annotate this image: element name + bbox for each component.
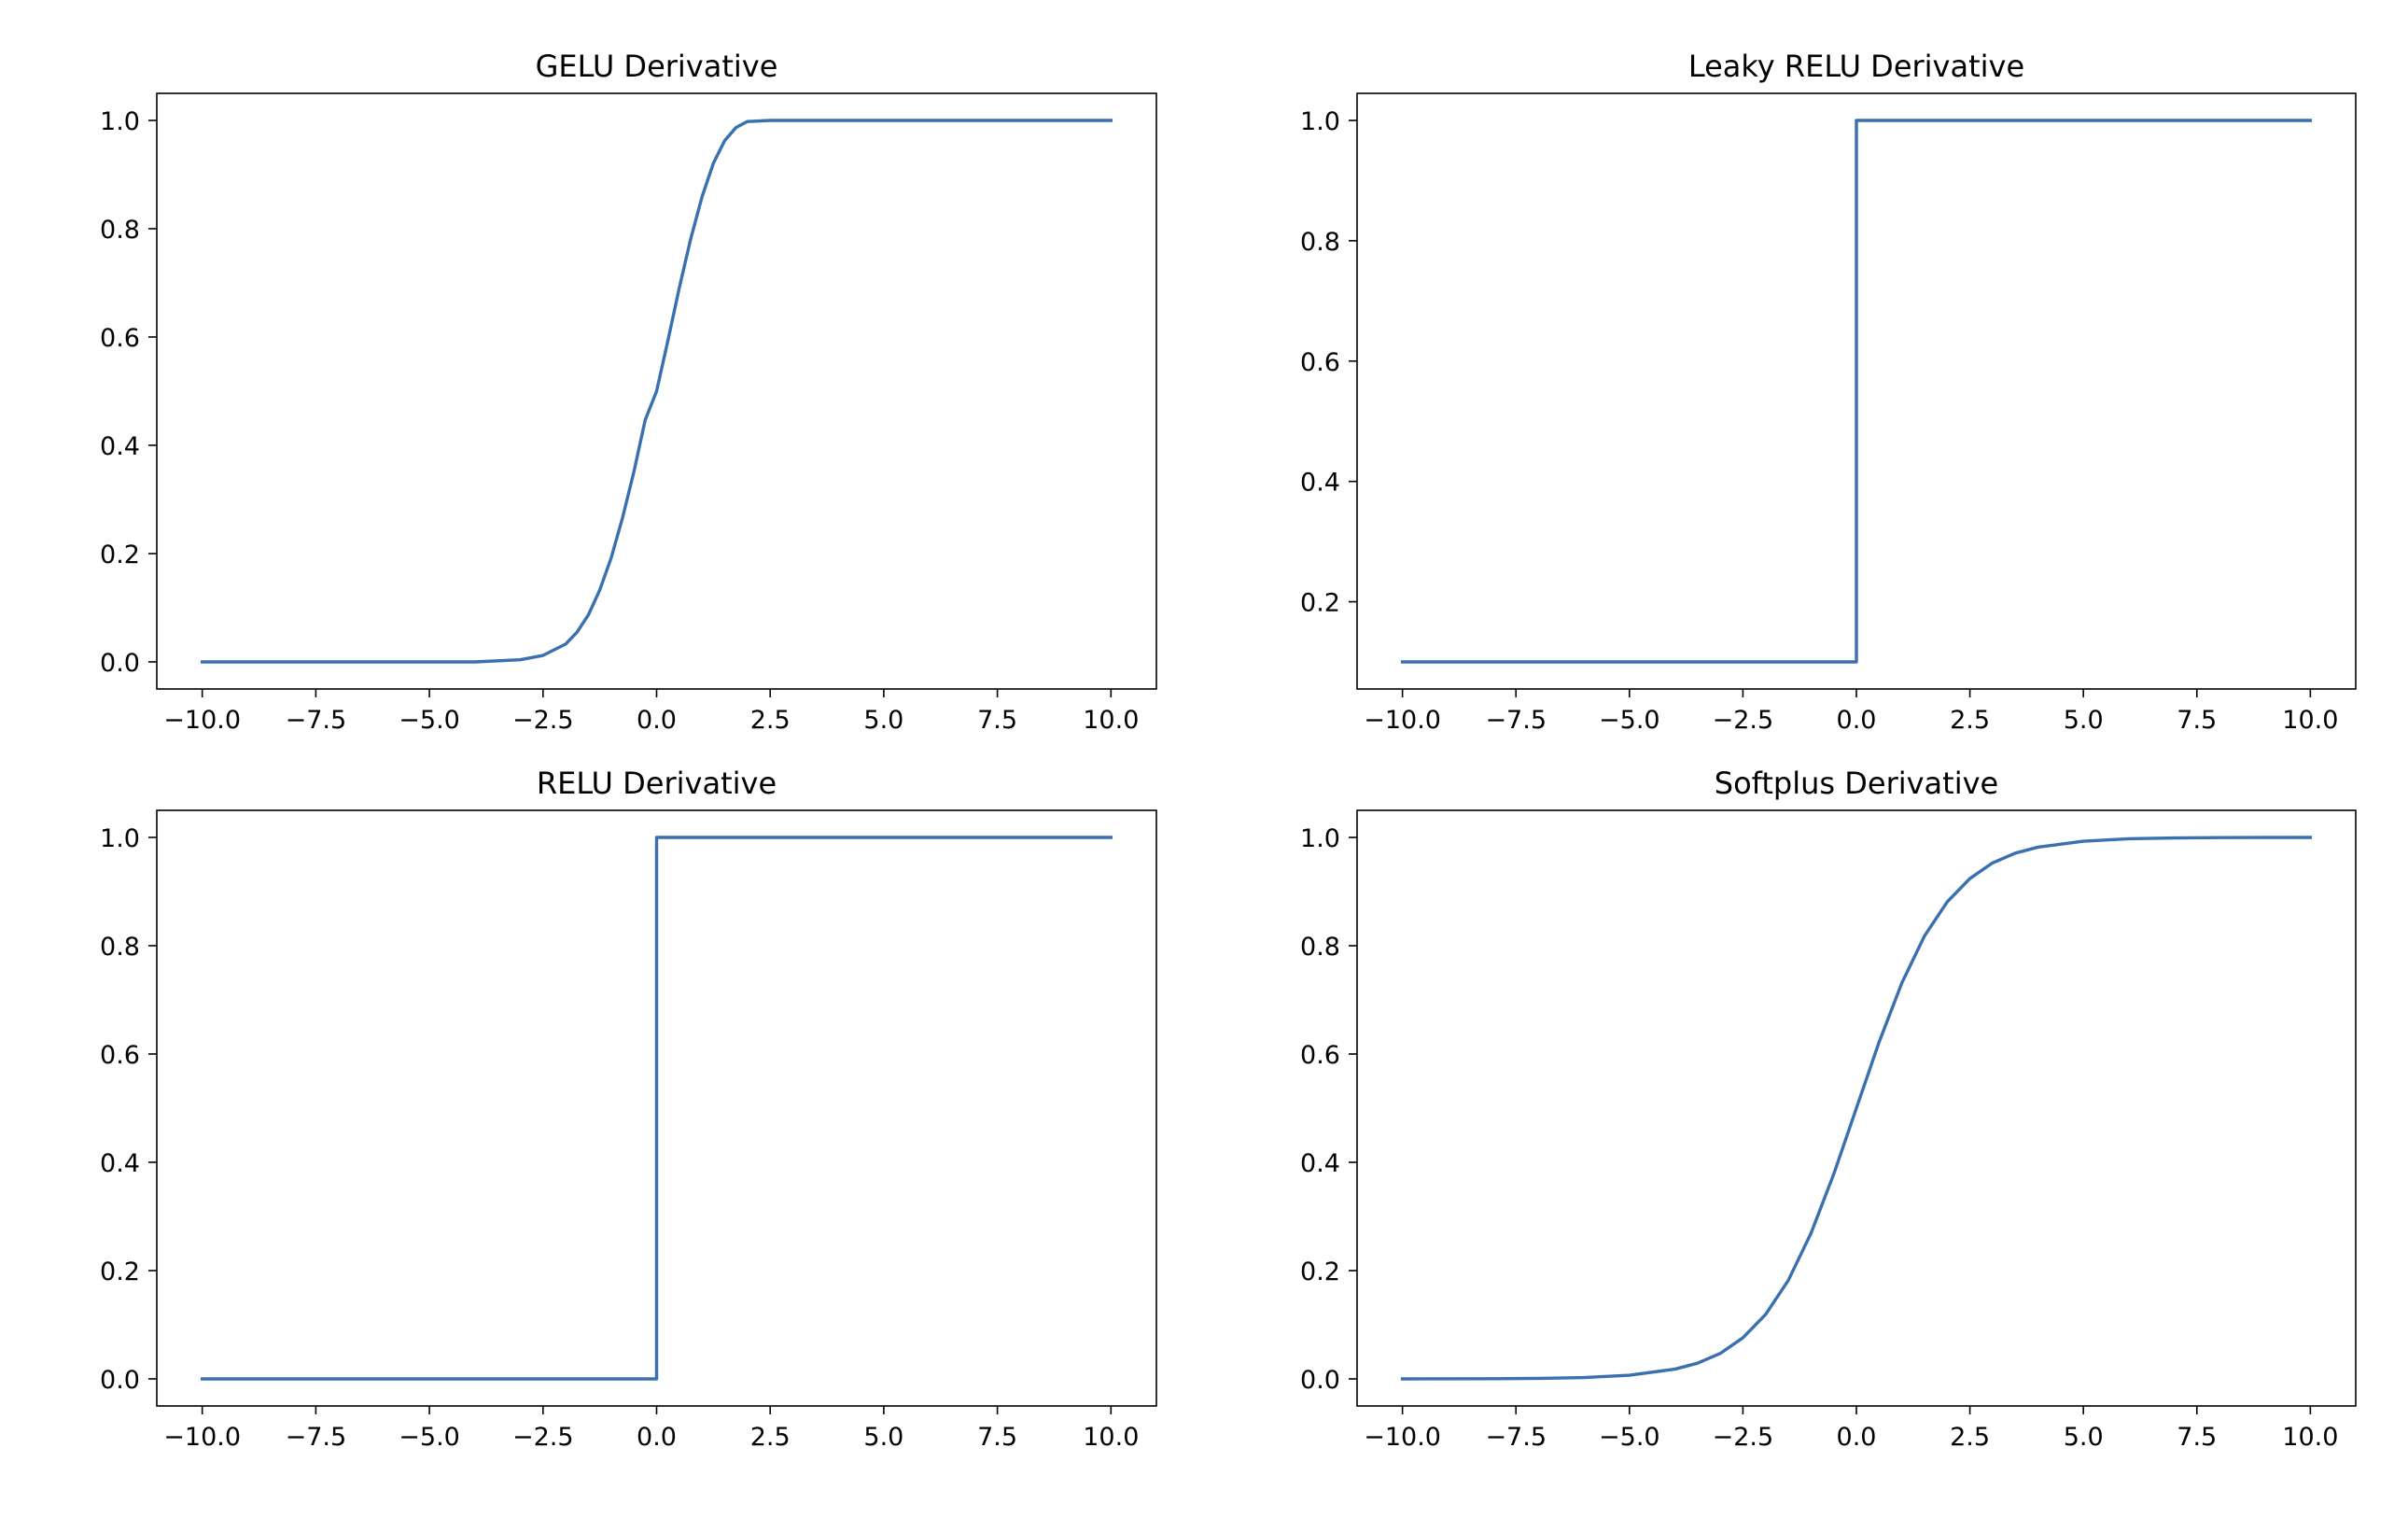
y-tick-label: 0.6 (1300, 348, 1340, 377)
x-axis: −10.0 −7.5 −5.0 −2.5 0.0 2.5 5.0 7.5 10.0 (163, 689, 1139, 735)
x-tick-label: −2.5 (512, 706, 574, 735)
y-axis: 0.2 0.4 0.6 0.8 1.0 (1300, 107, 1357, 618)
x-tick-label: −5.0 (1599, 706, 1660, 735)
y-tick-label: 0.6 (100, 1041, 140, 1070)
y-tick-label: 1.0 (1300, 824, 1340, 853)
x-tick-label: −7.5 (286, 706, 347, 735)
x-tick-label: 7.5 (977, 1423, 1017, 1452)
y-tick-label: 0.2 (1300, 589, 1340, 618)
y-tick-label: 0.2 (100, 541, 140, 569)
x-tick-label: −2.5 (1713, 706, 1774, 735)
x-tick-label: −5.0 (1599, 1423, 1660, 1452)
y-tick-label: 0.4 (1300, 469, 1340, 498)
x-tick-label: 2.5 (750, 1423, 791, 1452)
x-tick-label: −10.0 (1364, 1423, 1441, 1452)
x-tick-label: −7.5 (1485, 1423, 1547, 1452)
y-axis: 0.0 0.2 0.4 0.6 0.8 1.0 (100, 824, 157, 1395)
y-tick-label: 0.2 (1300, 1258, 1340, 1286)
x-axis: −10.0 −7.5 −5.0 −2.5 0.0 2.5 5.0 7.5 10.0 (1364, 1406, 2338, 1452)
axes-frame (1356, 809, 2357, 1407)
x-tick-label: −5.0 (399, 1423, 460, 1452)
plot-area (1356, 92, 2357, 690)
x-tick-label: 7.5 (2177, 706, 2217, 735)
x-tick-label: 10.0 (1083, 1423, 1139, 1452)
y-tick-label: 0.8 (1300, 228, 1340, 257)
series-line (200, 836, 1113, 1381)
y-tick-label: 0.4 (100, 432, 140, 461)
chart-panel-gelu-derivative: GELU Derivative −10.0 −7.5 −5.0 −2.5 0.0 2.5 5… (100, 49, 1157, 735)
x-tick-label: 5.0 (2064, 706, 2104, 735)
chart-panel-softplus-derivative: Softplus Derivative −10.0 −7.5 −5.0 −2.5 0.0… (1300, 766, 2357, 1452)
x-axis: −10.0 −7.5 −5.0 −2.5 0.0 2.5 5.0 7.5 10.0 (163, 1406, 1139, 1452)
axes-frame (156, 809, 1157, 1407)
series-line (1400, 836, 2313, 1381)
x-tick-label: 2.5 (750, 706, 791, 735)
chart-title: Softplus Derivative (1715, 766, 1998, 801)
plot-area (156, 92, 1157, 690)
y-tick-label: 0.0 (1300, 1366, 1340, 1395)
x-tick-label: 10.0 (1083, 706, 1139, 735)
chart-title: GELU Derivative (536, 49, 778, 84)
x-tick-label: 5.0 (863, 1423, 903, 1452)
x-tick-label: 2.5 (1950, 706, 1990, 735)
y-tick-label: 0.2 (100, 1258, 140, 1286)
x-tick-label: −10.0 (163, 706, 241, 735)
x-tick-label: 0.0 (637, 1423, 677, 1452)
x-tick-label: −2.5 (512, 1423, 574, 1452)
x-tick-label: 10.0 (2282, 1423, 2338, 1452)
x-tick-label: 10.0 (2282, 706, 2338, 735)
y-tick-label: 0.4 (100, 1149, 140, 1178)
y-axis: 0.0 0.2 0.4 0.6 0.8 1.0 (1300, 824, 1357, 1395)
x-tick-label: 7.5 (2177, 1423, 2217, 1452)
x-tick-label: 0.0 (1837, 1423, 1877, 1452)
axes-frame (156, 92, 1157, 690)
x-tick-label: 0.0 (1837, 706, 1877, 735)
x-tick-label: 5.0 (2064, 1423, 2104, 1452)
x-tick-label: 5.0 (863, 706, 903, 735)
x-tick-label: −7.5 (1485, 706, 1547, 735)
chart-title: RELU Derivative (537, 766, 777, 801)
y-axis: 0.0 0.2 0.4 0.6 0.8 1.0 (100, 107, 157, 678)
x-tick-label: −2.5 (1713, 1423, 1774, 1452)
plot-area (1356, 809, 2357, 1407)
x-tick-label: −10.0 (163, 1423, 241, 1452)
axes-frame (1356, 92, 2357, 690)
y-tick-label: 0.4 (1300, 1149, 1340, 1178)
x-axis: −10.0 −7.5 −5.0 −2.5 0.0 2.5 5.0 7.5 10.0 (1364, 689, 2338, 735)
x-tick-label: −5.0 (399, 706, 460, 735)
y-tick-label: 1.0 (100, 824, 140, 853)
x-tick-label: 7.5 (977, 706, 1017, 735)
x-tick-label: −7.5 (286, 1423, 347, 1452)
plot-area (156, 809, 1157, 1407)
y-tick-label: 0.6 (100, 324, 140, 353)
y-tick-label: 0.0 (100, 1366, 140, 1395)
series-line (1400, 119, 2313, 664)
y-tick-label: 0.8 (100, 933, 140, 962)
chart-panel-leaky-relu-derivative: Leaky RELU Derivative −10.0 −7.5 −5.0 −2.5 0… (1300, 49, 2357, 735)
x-tick-label: 2.5 (1950, 1423, 1990, 1452)
y-tick-label: 1.0 (100, 107, 140, 136)
y-tick-label: 0.8 (100, 216, 140, 245)
x-tick-label: 0.0 (637, 706, 677, 735)
chart-panel-relu-derivative: RELU Derivative −10.0 −7.5 −5.0 −2.5 0.0 2.5 5… (100, 766, 1157, 1452)
x-tick-label: −10.0 (1364, 706, 1441, 735)
y-tick-label: 1.0 (1300, 107, 1340, 136)
y-tick-label: 0.6 (1300, 1041, 1340, 1070)
y-tick-label: 0.8 (1300, 933, 1340, 962)
chart-title: Leaky RELU Derivative (1688, 49, 2024, 84)
series-line (200, 119, 1113, 664)
y-tick-label: 0.0 (100, 649, 140, 678)
